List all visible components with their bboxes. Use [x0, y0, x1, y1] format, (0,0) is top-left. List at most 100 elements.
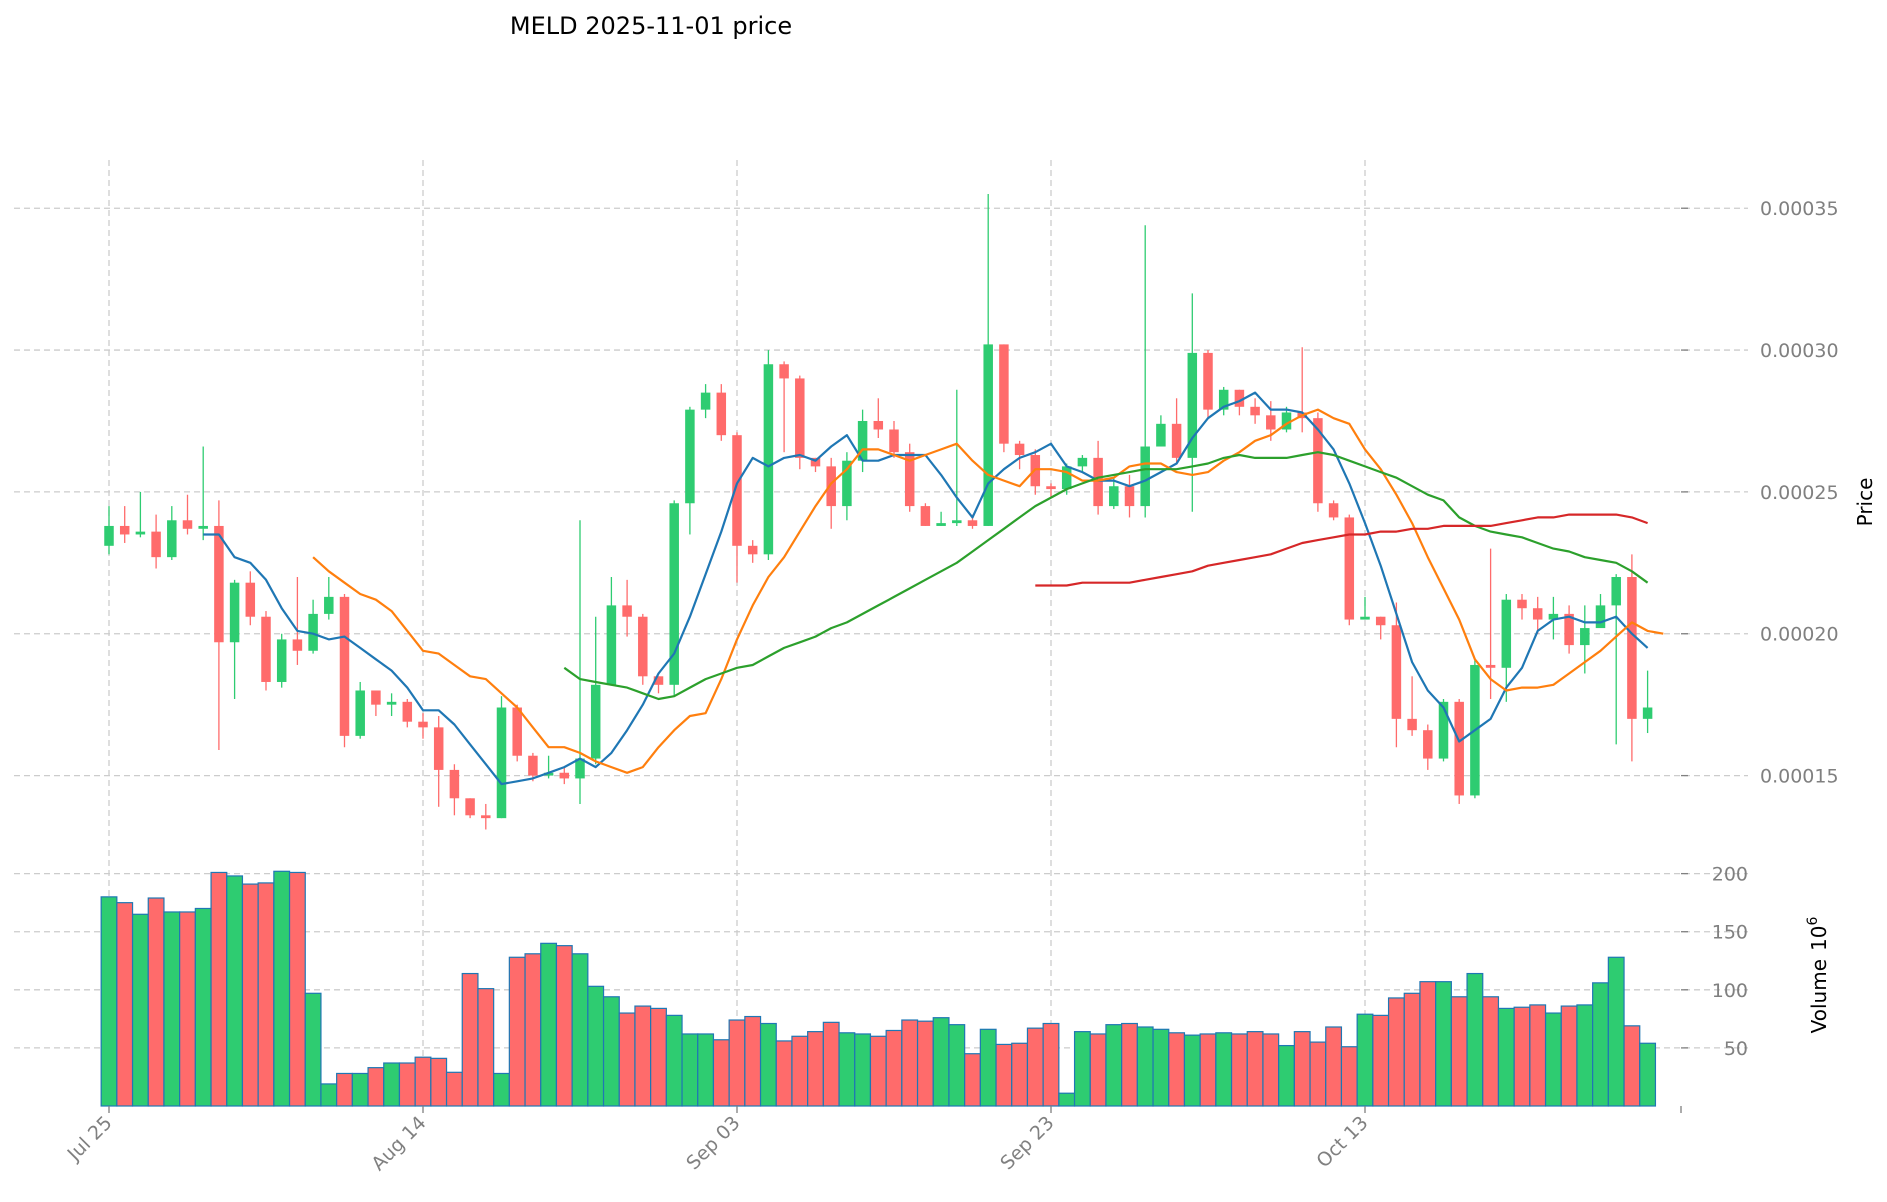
- volume-bar: [650, 1007, 667, 1107]
- candle-body: [465, 798, 475, 816]
- x-tick-label: Aug 14: [367, 1112, 430, 1175]
- candle-body: [1124, 486, 1135, 507]
- volume-bar: [1121, 1022, 1138, 1107]
- volume-bar: [147, 897, 165, 1107]
- candle-body: [245, 582, 256, 617]
- volume-bar: [775, 1040, 793, 1107]
- volume-bar: [587, 985, 605, 1107]
- candle-body: [873, 420, 884, 430]
- volume-bar: [1356, 1013, 1374, 1107]
- volume-bar: [932, 1017, 950, 1107]
- candle-body: [1250, 406, 1260, 416]
- candle-body: [1203, 352, 1213, 410]
- volume-bar: [100, 896, 118, 1107]
- volume-axis-exponent-base: 10: [1807, 926, 1831, 951]
- candle-body: [292, 639, 303, 651]
- candle-body: [590, 684, 601, 759]
- volume-bar: [1026, 1027, 1044, 1107]
- volume-bar: [634, 1005, 652, 1107]
- volume-bar: [712, 1039, 730, 1107]
- volume-bar: [1544, 1012, 1562, 1107]
- volume-axis-label-text: Volume: [1807, 959, 1831, 1033]
- volume-tick-label: 50: [1724, 1038, 1748, 1060]
- volume-bar: [493, 1072, 510, 1107]
- candle-body: [747, 545, 758, 555]
- candle-body: [1501, 599, 1512, 668]
- ma14-line: [312, 408, 1664, 774]
- volume-bar: [964, 1053, 981, 1107]
- volume-bar: [1482, 996, 1500, 1107]
- candle-body: [1391, 625, 1402, 719]
- volume-bar: [948, 1024, 966, 1107]
- candle-body: [1548, 613, 1559, 620]
- candle-body: [920, 506, 931, 526]
- candle-body: [1423, 730, 1433, 759]
- volume-bar: [822, 1021, 840, 1107]
- candle-body: [104, 525, 114, 546]
- candle-body: [936, 523, 946, 526]
- volume-bar: [1435, 981, 1452, 1107]
- volume-bar: [1497, 1007, 1515, 1107]
- price-tick-label: 0.00025: [1760, 482, 1839, 504]
- candle-body: [622, 605, 632, 617]
- candle-body: [1077, 457, 1088, 467]
- volume-bar: [1136, 1026, 1154, 1107]
- price-axis-label: Price: [1853, 478, 1877, 527]
- volume-axis-ticks: 50 100 150 200: [1681, 864, 1748, 1060]
- volume-bar: [838, 1032, 856, 1107]
- volume-bar: [288, 871, 306, 1107]
- x-tick-label: Sep 23: [996, 1112, 1058, 1174]
- candle-body: [449, 769, 460, 799]
- volume-bar: [163, 911, 181, 1107]
- candle-body: [1061, 466, 1072, 490]
- candle-body: [418, 721, 428, 728]
- candle-body: [276, 639, 287, 682]
- volume-bar: [524, 953, 542, 1107]
- volume-bar: [445, 1071, 463, 1107]
- candle-body: [229, 582, 240, 643]
- volume-bar: [1607, 956, 1625, 1107]
- candle-body: [1140, 446, 1150, 507]
- volume-bar: [807, 1031, 824, 1107]
- candle-body: [952, 520, 962, 524]
- volume-bars: [100, 870, 1657, 1107]
- volume-bar: [1042, 1022, 1060, 1107]
- volume-bar: [854, 1033, 872, 1107]
- candle-body: [1375, 616, 1386, 626]
- volume-bar: [194, 907, 212, 1107]
- volume-bar: [430, 1057, 448, 1107]
- price-tick-label: 0.00020: [1760, 624, 1839, 646]
- candle-body: [826, 466, 836, 507]
- candle-body: [355, 690, 365, 736]
- volume-bar: [320, 1083, 338, 1107]
- candle-body: [512, 707, 522, 756]
- volume-bar: [351, 1072, 369, 1107]
- volume-bar: [508, 956, 526, 1107]
- candle-body: [763, 364, 774, 555]
- volume-bar: [1215, 1032, 1233, 1107]
- volume-bar: [398, 1062, 416, 1107]
- volume-bar: [131, 913, 149, 1107]
- volume-bar: [1152, 1028, 1170, 1107]
- candle-body: [261, 616, 271, 682]
- candle-body: [1642, 707, 1653, 719]
- candle-body: [779, 364, 789, 379]
- volume-bar: [1293, 1031, 1311, 1107]
- volume-bar: [1058, 1092, 1076, 1107]
- candle-body: [732, 435, 742, 546]
- candle-body: [1187, 352, 1198, 458]
- candle-body: [1580, 628, 1590, 646]
- candle-body: [904, 452, 915, 507]
- volume-bar: [383, 1062, 401, 1107]
- volume-bar: [759, 1022, 777, 1107]
- candle-body: [716, 392, 727, 436]
- volume-bar: [744, 1015, 762, 1107]
- candle-body: [1266, 415, 1276, 430]
- candle-body: [119, 525, 130, 535]
- volume-bar: [1168, 1032, 1186, 1107]
- volume-bar: [885, 1029, 903, 1107]
- volume-bar: [665, 1014, 683, 1107]
- candle-body: [167, 520, 177, 558]
- volume-bar: [1089, 1033, 1107, 1107]
